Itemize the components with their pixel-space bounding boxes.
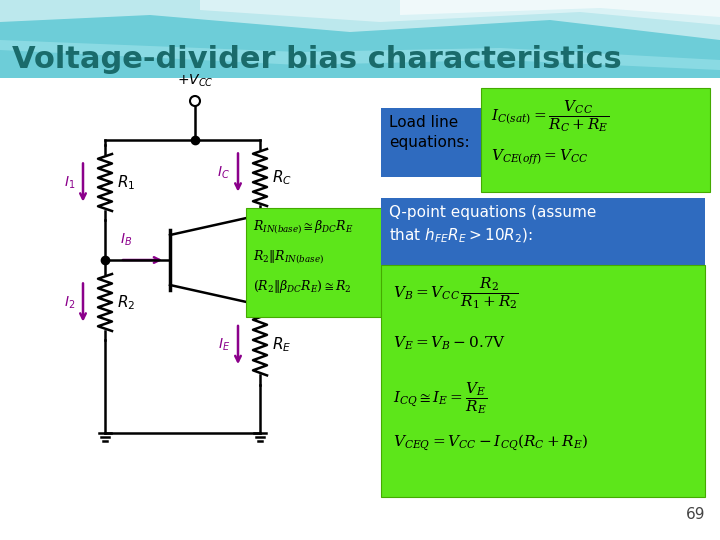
Text: $R_{IN(base)} \cong \beta_{DC}R_E$: $R_{IN(base)} \cong \beta_{DC}R_E$ — [253, 218, 354, 235]
FancyBboxPatch shape — [481, 88, 710, 192]
Text: $+V_{CC}$: $+V_{CC}$ — [176, 72, 213, 89]
FancyBboxPatch shape — [381, 198, 705, 267]
Polygon shape — [400, 0, 720, 17]
Polygon shape — [0, 40, 720, 70]
FancyBboxPatch shape — [0, 0, 720, 80]
FancyBboxPatch shape — [246, 208, 418, 317]
Text: $V_{CE(off)} = V_{CC}$: $V_{CE(off)} = V_{CC}$ — [491, 148, 589, 167]
Text: $(R_2 \| \beta_{DC}R_E) \cong R_2$: $(R_2 \| \beta_{DC}R_E) \cong R_2$ — [253, 278, 351, 295]
Text: $R_E$: $R_E$ — [272, 336, 292, 354]
Text: $I_{CQ} \cong I_E = \dfrac{V_E}{R_E}$: $I_{CQ} \cong I_E = \dfrac{V_E}{R_E}$ — [393, 380, 487, 416]
FancyBboxPatch shape — [0, 78, 720, 540]
Text: Voltage-divider bias characteristics: Voltage-divider bias characteristics — [12, 45, 622, 75]
Text: $I_1$: $I_1$ — [63, 174, 75, 191]
Text: $I_C$: $I_C$ — [217, 164, 230, 181]
Text: $I_2$: $I_2$ — [63, 294, 75, 310]
Text: 69: 69 — [685, 507, 705, 522]
Text: $I_E$: $I_E$ — [217, 337, 230, 353]
FancyBboxPatch shape — [381, 108, 485, 177]
Text: $I_B$: $I_B$ — [120, 232, 132, 248]
Polygon shape — [200, 0, 720, 25]
Text: $R_2 \| R_{IN(base)}$: $R_2 \| R_{IN(base)}$ — [253, 248, 324, 265]
Polygon shape — [0, 0, 720, 40]
FancyBboxPatch shape — [381, 265, 705, 497]
Text: Load line
equations:: Load line equations: — [389, 115, 469, 150]
Text: $R_2$: $R_2$ — [117, 293, 135, 312]
Text: $I_{C(sat)} = \dfrac{V_{CC}}{R_C + R_E}$: $I_{C(sat)} = \dfrac{V_{CC}}{R_C + R_E}$ — [491, 98, 609, 133]
Text: $V_E = V_B - 0.7\mathrm{V}$: $V_E = V_B - 0.7\mathrm{V}$ — [393, 335, 506, 353]
Text: $R_C$: $R_C$ — [272, 168, 292, 187]
Text: $V_B = V_{CC}\,\dfrac{R_2}{R_1 + R_2}$: $V_B = V_{CC}\,\dfrac{R_2}{R_1 + R_2}$ — [393, 275, 519, 310]
Text: Q-point equations (assume
that $h_{FE}R_E > 10R_2$):: Q-point equations (assume that $h_{FE}R_… — [389, 205, 596, 245]
Text: $V_{CEQ} = V_{CC} - I_{CQ}\left(R_C + R_E\right)$: $V_{CEQ} = V_{CC} - I_{CQ}\left(R_C + R_… — [393, 433, 588, 454]
Text: $R_1$: $R_1$ — [117, 173, 135, 192]
